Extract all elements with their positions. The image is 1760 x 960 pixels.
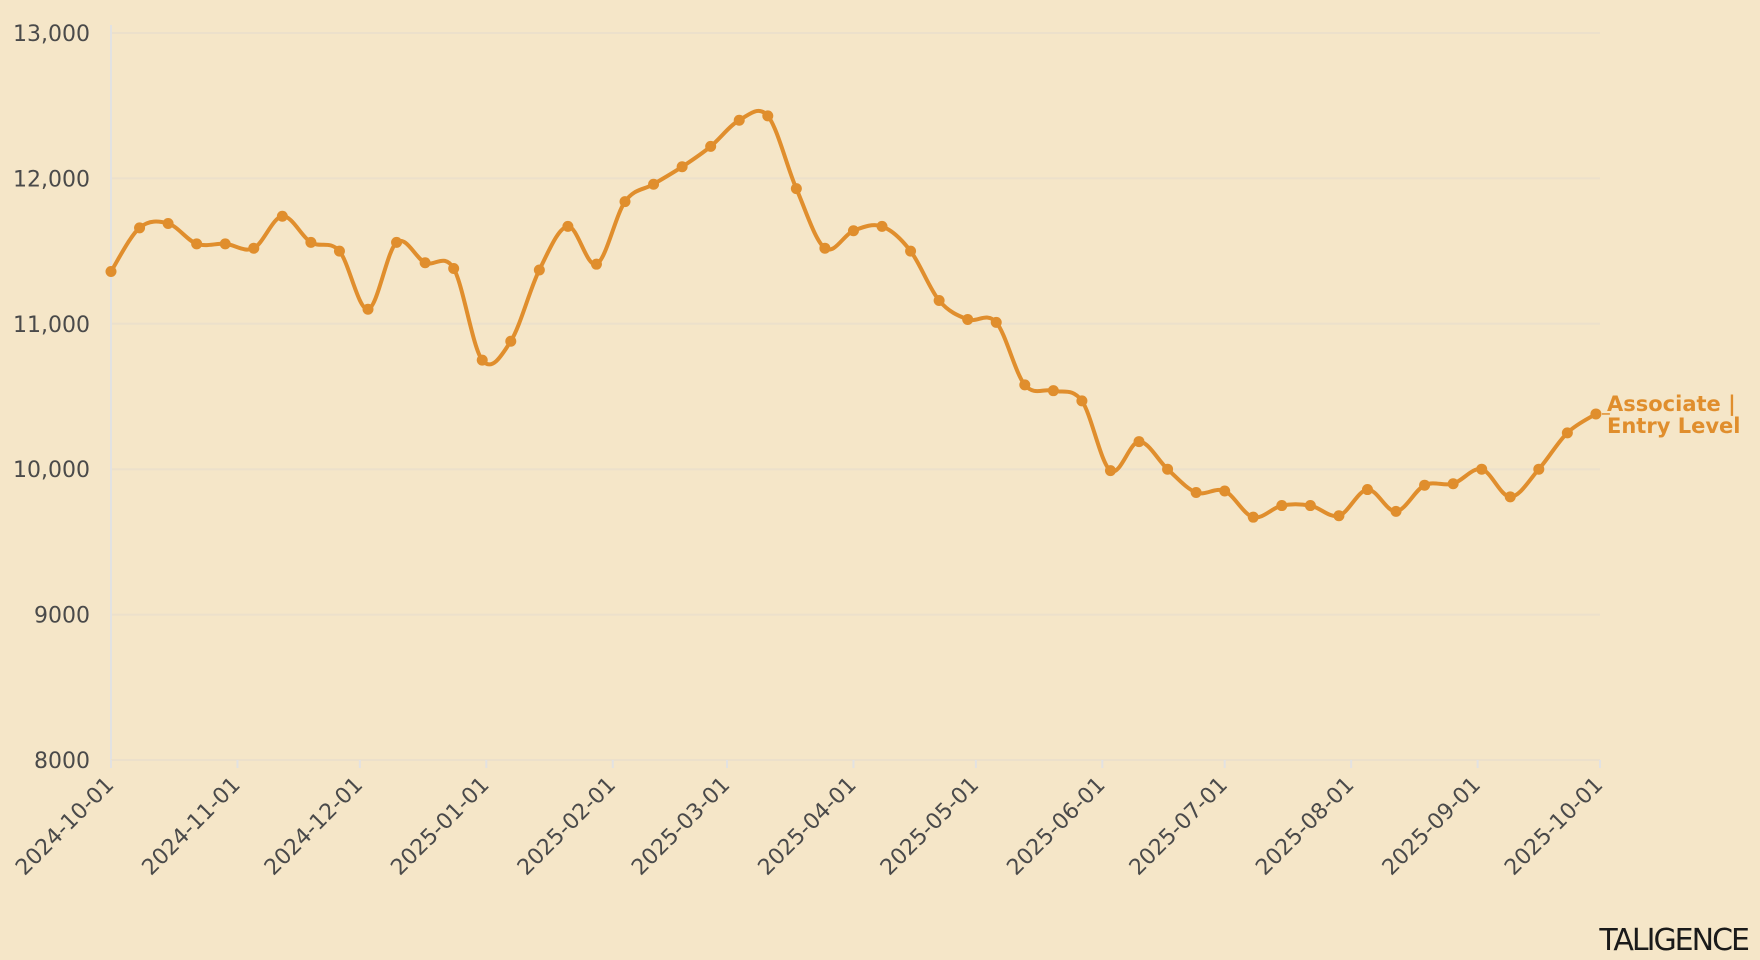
data-point bbox=[847, 225, 859, 237]
data-point bbox=[448, 263, 460, 275]
series-layer bbox=[105, 108, 1602, 523]
data-point bbox=[1247, 511, 1259, 523]
data-point bbox=[162, 217, 174, 229]
data-point bbox=[362, 303, 374, 315]
grid-lines bbox=[111, 32, 1600, 616]
data-point bbox=[905, 245, 917, 257]
data-point bbox=[676, 161, 688, 173]
data-point bbox=[1162, 463, 1174, 475]
data-point bbox=[562, 220, 574, 232]
series-labels: Associate |Entry Level bbox=[1601, 392, 1740, 438]
y-tick-label: 13,000 bbox=[13, 22, 90, 47]
data-point bbox=[1190, 486, 1202, 498]
data-point bbox=[1447, 478, 1459, 490]
data-point bbox=[962, 313, 974, 325]
data-point bbox=[391, 236, 403, 248]
y-tick-label: 10,000 bbox=[13, 458, 90, 483]
data-point bbox=[1419, 479, 1431, 491]
data-point bbox=[1019, 379, 1031, 391]
data-point bbox=[1590, 408, 1602, 420]
data-point bbox=[1276, 500, 1288, 512]
data-point bbox=[305, 236, 317, 248]
data-point bbox=[762, 110, 774, 122]
data-point bbox=[105, 265, 117, 277]
series-label: Associate | bbox=[1607, 392, 1736, 417]
data-point bbox=[933, 295, 945, 307]
data-point bbox=[648, 178, 660, 190]
data-point bbox=[1133, 436, 1145, 448]
y-tick-label: 9000 bbox=[34, 604, 90, 629]
data-point bbox=[1047, 385, 1059, 397]
data-point bbox=[191, 238, 203, 250]
data-point bbox=[705, 140, 717, 152]
data-point bbox=[1219, 485, 1231, 497]
brand-logo: TALIGENCE bbox=[1598, 923, 1749, 958]
data-point bbox=[1476, 463, 1488, 475]
data-point bbox=[1390, 505, 1402, 517]
data-point bbox=[1533, 463, 1545, 475]
y-tick-label: 11,000 bbox=[13, 313, 90, 338]
data-point bbox=[1076, 395, 1088, 407]
data-point bbox=[248, 242, 260, 254]
y-tick-label: 8000 bbox=[34, 749, 90, 774]
data-point bbox=[1504, 491, 1516, 503]
data-point bbox=[1104, 465, 1116, 477]
data-point bbox=[1304, 500, 1316, 512]
data-point bbox=[505, 335, 517, 347]
data-point bbox=[134, 222, 146, 234]
data-point bbox=[819, 242, 831, 254]
data-point bbox=[590, 258, 602, 270]
data-point bbox=[476, 354, 488, 366]
data-point bbox=[276, 210, 288, 222]
data-point bbox=[1333, 510, 1345, 522]
data-point bbox=[533, 264, 545, 276]
data-point bbox=[790, 183, 802, 195]
data-point bbox=[219, 238, 231, 250]
data-point bbox=[876, 220, 888, 232]
y-tick-label: 12,000 bbox=[13, 167, 90, 192]
data-point bbox=[333, 245, 345, 257]
data-point bbox=[1361, 484, 1373, 496]
data-point bbox=[990, 316, 1002, 328]
data-point bbox=[1561, 427, 1573, 439]
data-point bbox=[733, 114, 745, 126]
data-point bbox=[619, 196, 631, 208]
data-point bbox=[419, 257, 431, 269]
y-axis-ticks: 8000 9000 10,000 11,000 12,000 13,000 bbox=[13, 22, 90, 774]
series-label: Entry Level bbox=[1607, 414, 1740, 438]
